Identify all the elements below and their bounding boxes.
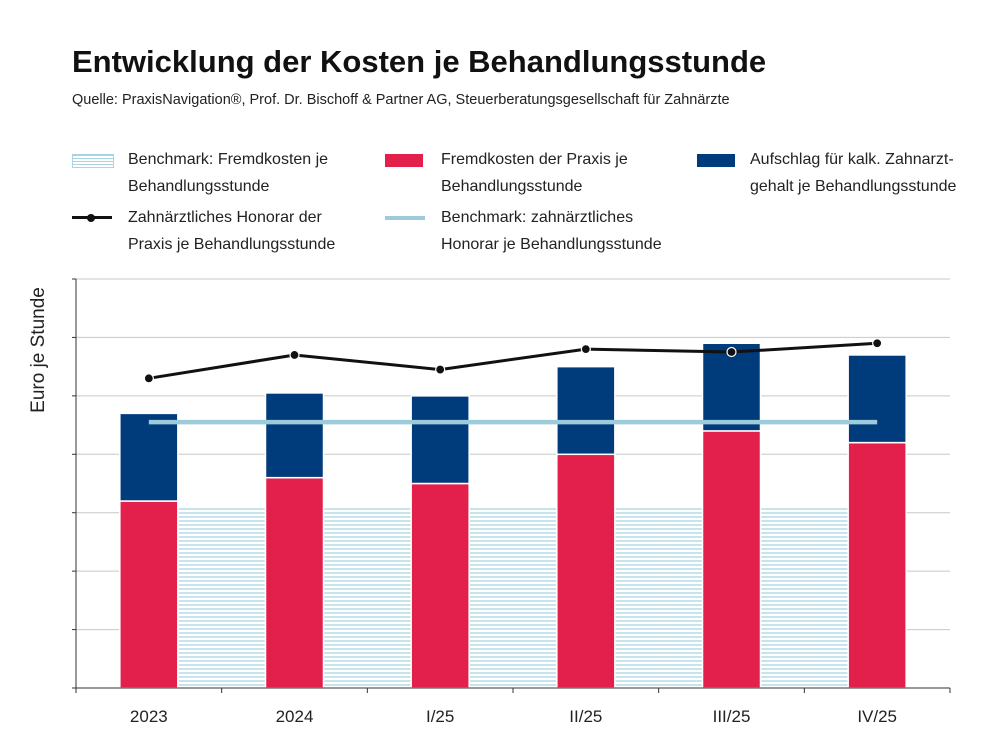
bar-segment xyxy=(701,430,762,689)
y-axis-title: Euro je Stunde xyxy=(28,287,49,413)
lines xyxy=(143,338,883,425)
legend-swatch-dot xyxy=(87,213,95,222)
legend-label: Zahnärztliches Honorar der Praxis je Beh… xyxy=(128,209,336,253)
legend-swatch xyxy=(697,154,735,167)
line-point xyxy=(435,364,446,375)
chart-subtitle: Quelle: PraxisNavigation®, Prof. Dr. Bis… xyxy=(72,92,730,108)
legend-swatch xyxy=(72,154,114,168)
x-tick-label: I/25 xyxy=(426,707,454,726)
bar-segment xyxy=(119,412,179,502)
legend-label: Benchmark: Fremdkosten je Behandlungsstu… xyxy=(128,151,329,195)
bar-segment xyxy=(701,342,762,432)
bar-segment xyxy=(556,453,616,689)
areas xyxy=(148,506,878,688)
line-point xyxy=(580,344,591,355)
bar-segment xyxy=(847,441,907,689)
line-point xyxy=(143,373,154,384)
legend-label: Fremdkosten der Praxis je Behandlungsstu… xyxy=(441,151,628,195)
chart-title: Entwicklung der Kosten je Behandlungsstu… xyxy=(72,44,767,79)
bar-segment xyxy=(264,476,325,689)
bar-segment xyxy=(119,500,179,689)
bar-segment xyxy=(847,354,907,444)
x-tick-label: 2023 xyxy=(130,707,168,726)
legend-swatch xyxy=(385,216,425,220)
legend-label: Aufschlag für kalk. Zahnarzt­gehalt je B… xyxy=(750,151,957,195)
legend-swatch xyxy=(385,154,423,167)
bar-segment xyxy=(410,395,470,485)
bar-segment xyxy=(410,482,470,689)
bar-segment xyxy=(556,365,616,456)
bars xyxy=(119,342,907,689)
legend-label: Benchmark: zahnärztliches Honorar je Beh… xyxy=(441,209,662,253)
line-point xyxy=(726,346,737,358)
x-tick-label: 2024 xyxy=(276,707,314,726)
line xyxy=(148,341,878,380)
bar-segment xyxy=(264,392,325,479)
x-tick-label: II/25 xyxy=(569,707,602,726)
line-point xyxy=(289,349,300,361)
x-tick-label: IV/25 xyxy=(857,707,897,726)
line-point xyxy=(872,338,883,349)
x-tick-label: III/25 xyxy=(713,707,751,726)
